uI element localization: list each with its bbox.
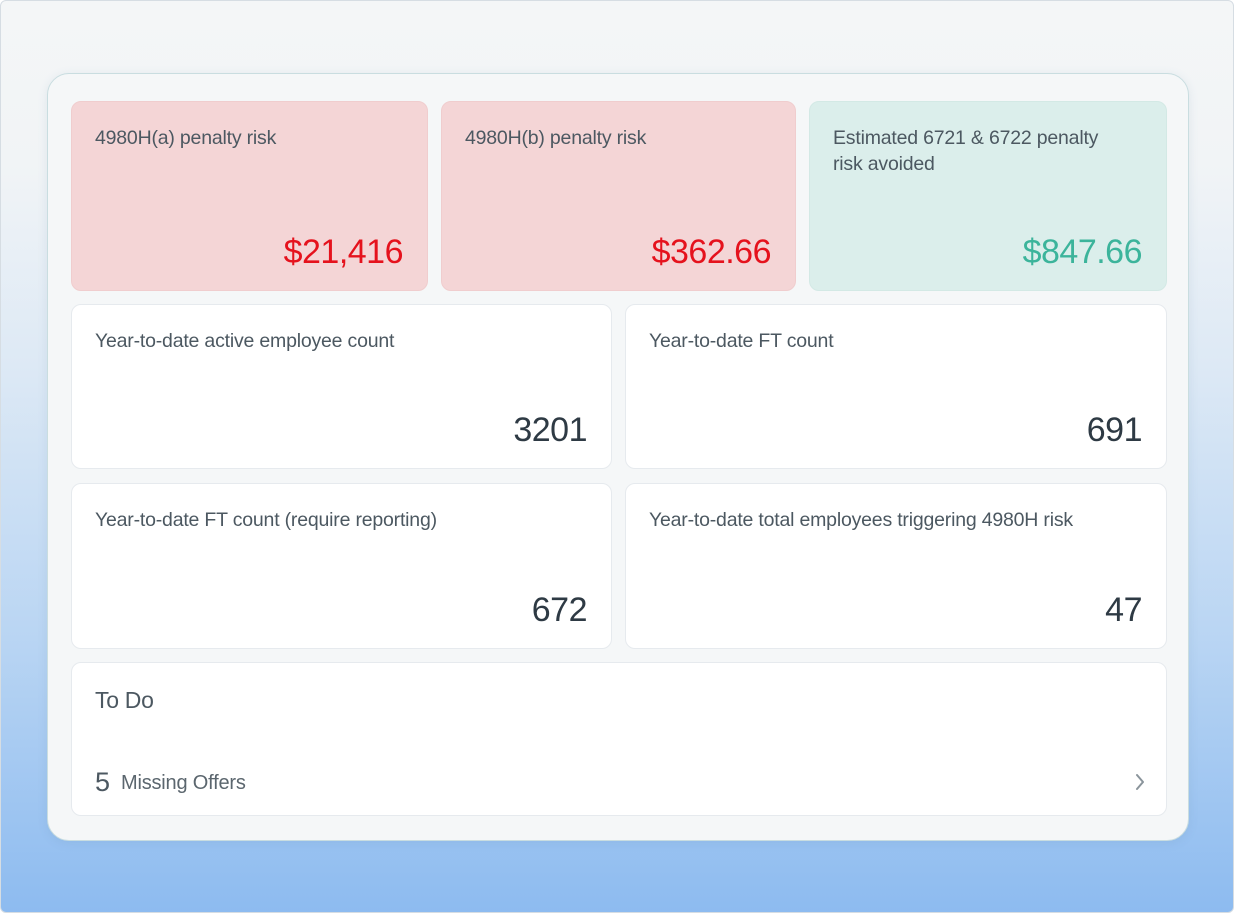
card-label: 4980H(a) penalty risk (95, 127, 277, 149)
card-label: Year-to-date FT count (require reporting… (95, 509, 437, 531)
card-label: Estimated 6721 & 6722 penalty risk avoid… (833, 127, 1099, 175)
todo-count: 5 (95, 767, 111, 797)
card-value: 672 (531, 591, 588, 629)
todo-card: To Do 5 Missing Offers (71, 662, 1167, 816)
card-value: 691 (1086, 411, 1143, 449)
metric-card: Year-to-date FT count 691 (625, 304, 1167, 469)
metric-card: Year-to-date active employee count 3201 (71, 304, 612, 469)
card-value: 3201 (513, 411, 587, 449)
metric-card: 4980H(a) penalty risk $21,416 (71, 101, 428, 291)
card-label: Year-to-date total employees triggering … (649, 509, 1073, 531)
metric-card: Estimated 6721 & 6722 penalty risk avoid… (809, 101, 1167, 291)
card-label: Year-to-date active employee count (95, 330, 395, 352)
todo-label: Missing Offers (121, 772, 246, 794)
metric-card: 4980H(b) penalty risk $362.66 (441, 101, 796, 291)
card-value: $21,416 (283, 233, 404, 271)
metric-card: Year-to-date FT count (require reporting… (71, 483, 612, 649)
card-value: 47 (1105, 591, 1142, 629)
todo-title: To Do (95, 687, 154, 713)
card-label: 4980H(b) penalty risk (465, 127, 647, 149)
chevron-icon[interactable] (1134, 772, 1146, 792)
card-label: Year-to-date FT count (649, 330, 834, 352)
card-value: $847.66 (1022, 233, 1143, 271)
metric-card: Year-to-date total employees triggering … (625, 483, 1167, 649)
dashboard-panel: 4980H(a) penalty risk $21,416 4980H(b) p… (47, 73, 1189, 841)
todo-item[interactable]: 5 Missing Offers (95, 763, 1146, 803)
card-value: $362.66 (651, 233, 772, 271)
